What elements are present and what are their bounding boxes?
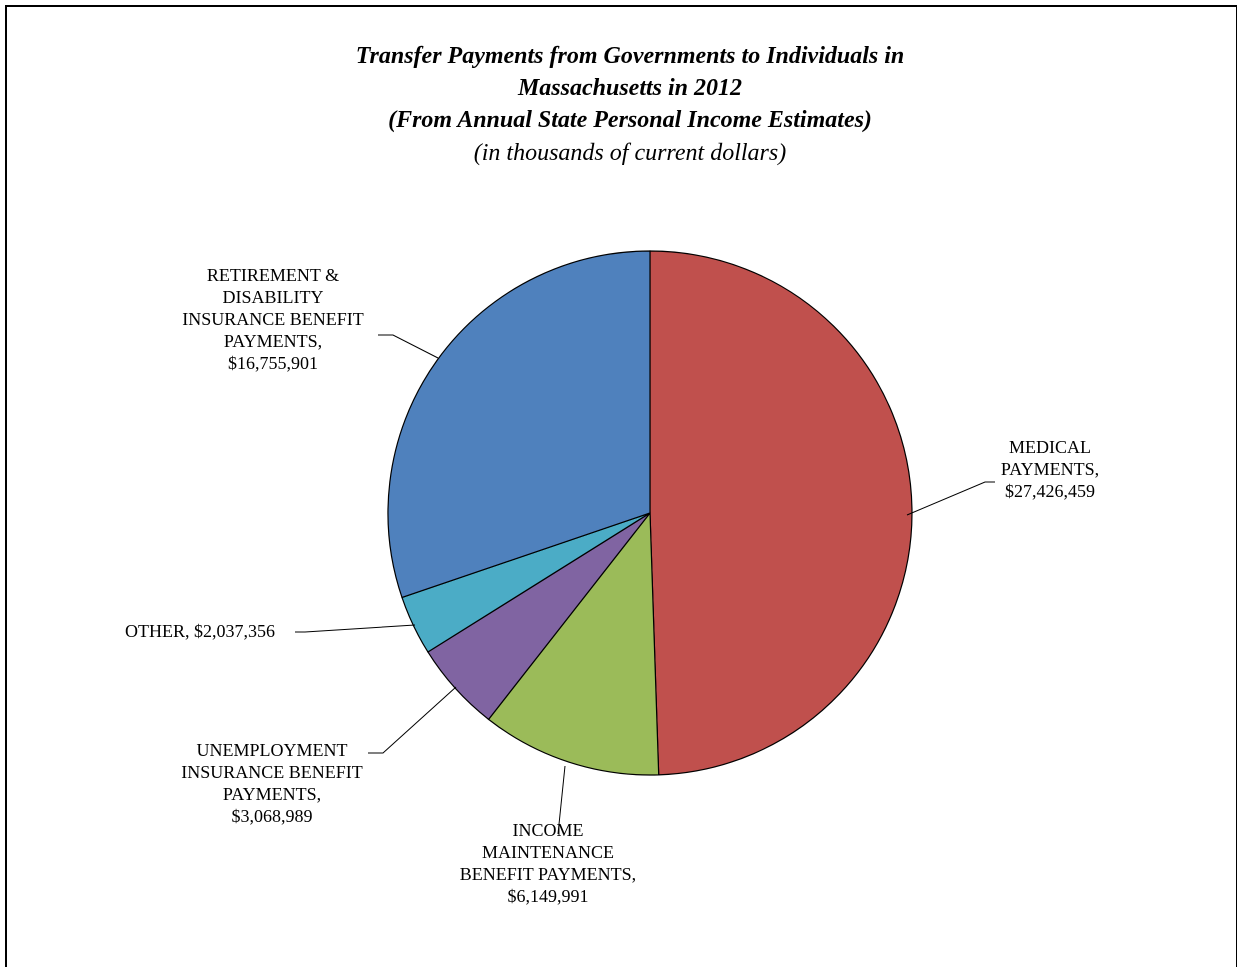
slice-labels: MEDICAL PAYMENTS, $27,426,459 INCOME MAINTEN… <box>125 265 1099 906</box>
pie-slices <box>387 250 913 776</box>
chart-title-line: Transfer Payments from Governments to In… <box>356 43 904 69</box>
chart-subtitle: (in thousands of current dollars) <box>474 140 786 166</box>
leader-line <box>378 334 439 359</box>
pie-slice-income-maintenance-benefit-payments <box>487 511 660 776</box>
leader-line <box>557 765 566 835</box>
pie-slice-retirement-disability-insurance-benefit-payments <box>387 250 651 599</box>
leader-line <box>368 686 457 754</box>
slice-label: INCOME MAINTENANCE BENEFIT PAYMENTS, $6,149… <box>460 820 636 906</box>
leader-line <box>906 481 995 516</box>
slice-label: MEDICAL PAYMENTS, $27,426,459 <box>1001 437 1099 501</box>
chart-title-line: Massachusetts in 2012 <box>517 75 742 101</box>
leader-line <box>295 624 416 633</box>
slice-label: RETIREMENT & DISABILITY INSURANCE BENEFIT P… <box>182 265 364 373</box>
chart-title: Transfer Payments from Governments to In… <box>356 43 904 166</box>
slice-label: OTHER, $2,037,356 <box>125 621 275 641</box>
leader-lines <box>295 334 995 835</box>
pie-slice-medical-payments <box>649 250 913 776</box>
slice-label: UNEMPLOYMENT INSURANCE BENEFIT PAYMENTS, $3… <box>181 740 363 826</box>
chart-title-line: (From Annual State Personal Income Estim… <box>388 107 872 133</box>
